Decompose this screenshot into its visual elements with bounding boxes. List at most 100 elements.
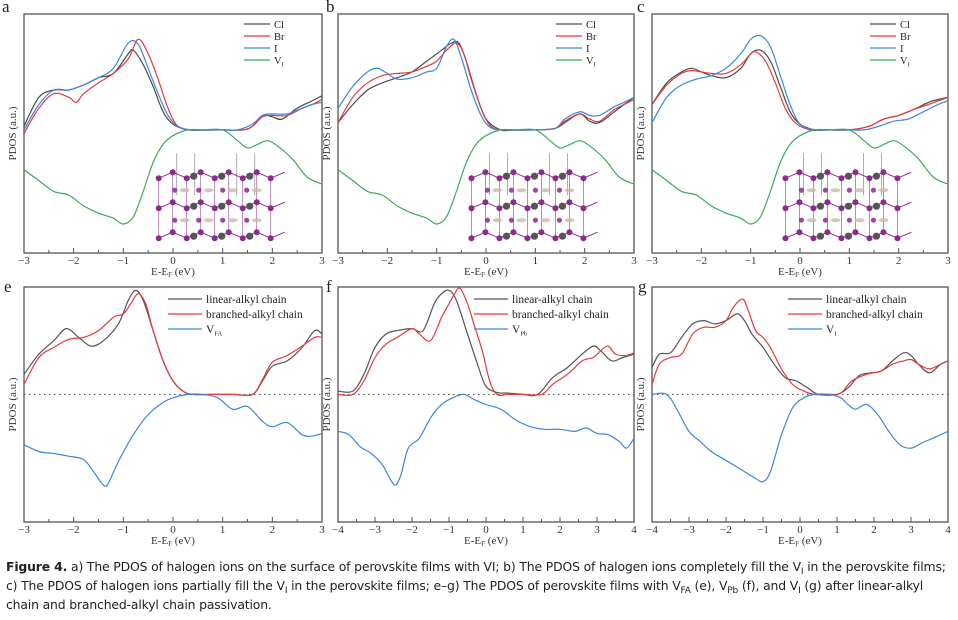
panel-letter: g — [638, 277, 647, 296]
iodine-atom — [580, 235, 587, 242]
legend-label: VPb — [512, 324, 527, 338]
iodine-atom — [484, 187, 491, 193]
iodine-atom — [169, 169, 176, 176]
iodine-atom — [468, 175, 475, 182]
y-axis-label: PDOS (a.u.) — [7, 106, 19, 160]
organic-cation — [179, 188, 190, 193]
iodine-atom — [510, 199, 517, 206]
iodine-atom — [838, 235, 845, 242]
caption-text: a) The PDOS of halogen ions on the surfa… — [67, 559, 801, 574]
x-tick-label: −4 — [646, 524, 658, 536]
iodine-atom — [155, 235, 162, 242]
lead-atom — [502, 202, 511, 210]
lead-atom — [558, 232, 567, 240]
x-tick-label: 3 — [631, 255, 637, 267]
panel-letter: c — [637, 0, 645, 16]
organic-cation — [830, 218, 841, 223]
iodine-atom — [211, 235, 218, 242]
iodine-atom — [197, 169, 204, 176]
x-tick-label: −1 — [117, 524, 129, 536]
iodine-atom — [798, 217, 805, 223]
x-tick-label: −3 — [18, 524, 30, 536]
legend-label: VI — [274, 56, 284, 69]
iodine-atom — [556, 187, 563, 193]
x-tick-label: −1 — [117, 255, 129, 267]
lead-atom — [530, 172, 539, 180]
iodine-atom — [524, 205, 531, 212]
x-tick-label: 4 — [631, 524, 637, 536]
iodine-atom — [796, 169, 803, 176]
x-tick-label: −2 — [381, 255, 393, 267]
y-axis-label: PDOS (a.u.) — [7, 377, 19, 431]
iodine-atom — [169, 199, 176, 206]
iodine-atom — [810, 235, 817, 242]
iodine-atom — [225, 229, 232, 236]
legend-label: Cl — [274, 20, 284, 31]
legend: linear-alkyl chain branched-alkyl chain VI — [788, 294, 923, 338]
x-tick-label: −1 — [757, 524, 769, 536]
lead-atom — [218, 172, 226, 180]
iodine-atom — [894, 235, 901, 242]
iodine-atom — [211, 205, 218, 212]
legend-label: linear-alkyl chain — [206, 294, 287, 306]
x-tick-label: 2 — [270, 255, 276, 267]
lead-atom — [558, 202, 567, 210]
lead-atom — [816, 232, 825, 240]
caption-text: in the perovskite films; e–g) The PDOS o… — [287, 578, 681, 593]
iodine-atom — [824, 169, 831, 176]
series-line-branched-alkyl-chain — [24, 293, 322, 397]
iodine-atom — [552, 235, 559, 242]
legend-label: branched-alkyl chain — [512, 309, 609, 321]
iodine-atom — [172, 187, 178, 193]
y-axis-label: PDOS (a.u.) — [635, 377, 647, 431]
iodine-atom — [482, 229, 489, 236]
x-tick-label: 0 — [170, 524, 176, 536]
organic-cation — [492, 188, 503, 193]
iodine-atom — [838, 205, 845, 212]
x-tick-label: 3 — [319, 255, 325, 267]
chart-panel-f: f −4 −3 −2 −1 0 1 2 3 4 E-EF (eV) PDOS (a.u.) linear… — [321, 277, 637, 548]
series-line-v-i — [652, 128, 948, 225]
lead-atom — [872, 172, 881, 180]
iodine-atom — [169, 229, 176, 236]
lead-atom — [190, 232, 198, 240]
iodine-atom — [866, 205, 873, 212]
legend-label: Br — [900, 32, 911, 43]
iodine-atom — [220, 187, 226, 193]
chart-panel-e: e −3 −2 −1 0 1 2 3 E-EF (eV) PDOS (a.u.) linear-al… — [4, 277, 325, 548]
iodine-atom — [508, 217, 515, 223]
series-line-branched-alkyl-chain — [338, 287, 634, 397]
iodine-atom — [538, 169, 545, 176]
iodine-atom — [211, 175, 218, 182]
iodine-atom — [482, 169, 489, 176]
iodine-atom — [468, 205, 475, 212]
lead-atom — [218, 202, 226, 210]
lead-atom — [844, 202, 853, 210]
plot-frame — [23, 286, 323, 523]
legend-label: Cl — [900, 20, 910, 31]
organic-cation — [806, 218, 817, 223]
caption-subscript: I — [798, 586, 801, 596]
x-tick-label: 0 — [797, 524, 803, 536]
crystal-structure-inset — [155, 153, 285, 242]
iodine-atom — [782, 175, 789, 182]
x-tick-label: 3 — [908, 524, 914, 536]
plot-frame — [651, 13, 949, 254]
lead-atom — [502, 232, 511, 240]
iodine-atom — [894, 205, 901, 212]
x-tick-label: −3 — [369, 524, 381, 536]
caption-text: (f), and V — [738, 578, 799, 593]
lead-atom — [246, 172, 254, 180]
iodine-atom — [482, 199, 489, 206]
lead-atom — [246, 202, 254, 210]
iodine-atom — [798, 187, 805, 193]
lead-atom — [558, 172, 567, 180]
x-tick-label: 3 — [945, 255, 951, 267]
iodine-atom — [552, 205, 559, 212]
legend: linear-alkyl chain branched-alkyl chain VP… — [474, 294, 609, 338]
x-tick-label: 2 — [871, 524, 877, 536]
iodine-atom — [155, 175, 162, 182]
organic-cation — [251, 188, 262, 193]
iodine-atom — [822, 187, 829, 193]
iodine-atom — [253, 199, 260, 206]
